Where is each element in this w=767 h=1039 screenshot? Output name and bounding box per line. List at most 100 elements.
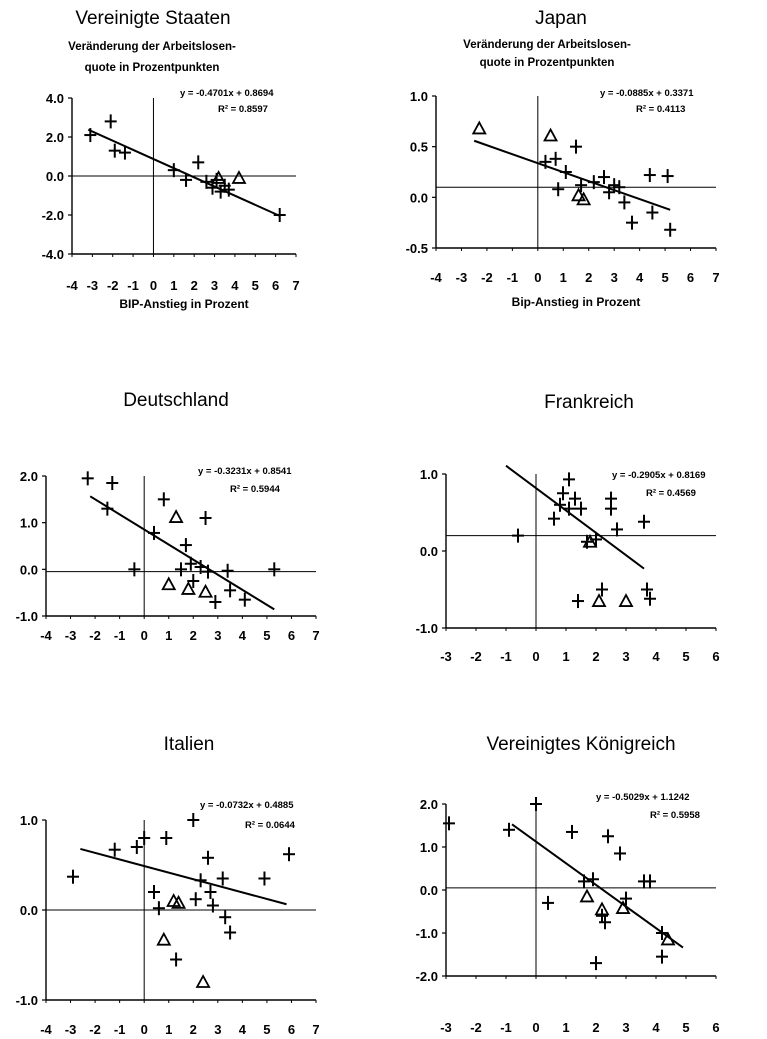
- data-point-plus: [559, 165, 572, 179]
- data-point-plus: [101, 501, 114, 516]
- data-point-triangle: [180, 581, 196, 595]
- data-point-plus: [67, 869, 79, 884]
- data-point-plus: [194, 560, 207, 574]
- y-tick-label: -4.0: [42, 247, 64, 262]
- y-tick-label: 1.0: [420, 467, 438, 482]
- x-tick-label: 3: [214, 628, 221, 643]
- data-point-plus: [179, 538, 192, 553]
- x-tick-label: -4: [40, 1022, 52, 1037]
- y-tick-label: 1.0: [410, 89, 428, 104]
- data-point-triangle: [579, 888, 595, 903]
- data-point-plus: [598, 170, 610, 185]
- x-tick-label: 7: [312, 1022, 319, 1037]
- data-point-triangle: [168, 509, 184, 523]
- data-point-plus: [641, 582, 653, 597]
- data-point-plus: [106, 476, 119, 490]
- y-tick-label: 2.0: [46, 130, 64, 145]
- x-tick-label: -3: [440, 649, 452, 664]
- x-tick-label: 2: [592, 1020, 599, 1035]
- y-tick-label: 2.0: [420, 797, 438, 812]
- r-squared-label: R² = 0.0644: [245, 820, 296, 831]
- x-tick-label: -3: [456, 270, 468, 285]
- data-point-triangle: [471, 120, 487, 135]
- x-tick-label: 3: [622, 649, 629, 664]
- data-point-plus: [570, 139, 582, 154]
- x-tick-label: 2: [585, 270, 592, 285]
- x-tick-label: -2: [470, 1020, 482, 1035]
- x-tick-label: -4: [40, 628, 52, 643]
- x-tick-label: 1: [170, 278, 177, 293]
- data-point-plus: [160, 831, 173, 845]
- data-point-triangle: [594, 901, 610, 916]
- x-tick-label: 6: [712, 649, 719, 664]
- x-tick-label: 2: [191, 278, 198, 293]
- data-point-plus: [138, 831, 151, 845]
- x-tick-label: 0: [534, 270, 541, 285]
- data-point-plus: [200, 174, 213, 189]
- data-point-triangle: [582, 533, 598, 548]
- x-tick-label: 7: [312, 628, 319, 643]
- r-squared-label: R² = 0.5944: [230, 484, 281, 495]
- data-point-plus: [175, 562, 187, 577]
- data-point-plus: [192, 155, 205, 170]
- data-point-plus: [199, 511, 212, 525]
- data-point-plus: [224, 583, 237, 598]
- data-point-plus: [603, 185, 616, 200]
- y-tick-label: 0.0: [420, 883, 438, 898]
- y-tick-label: 0.0: [420, 544, 438, 559]
- data-point-plus: [566, 824, 578, 839]
- data-point-plus: [224, 925, 237, 940]
- data-point-plus: [590, 956, 602, 971]
- data-point-plus: [170, 952, 183, 967]
- data-point-plus: [656, 926, 668, 940]
- data-point-plus: [194, 873, 207, 888]
- data-point-plus: [618, 195, 631, 210]
- data-point-plus: [512, 528, 524, 543]
- x-tick-label: 5: [682, 649, 689, 664]
- data-point-plus: [222, 182, 235, 197]
- data-point-plus: [152, 901, 165, 916]
- trend-line: [80, 847, 287, 906]
- x-tick-label: -2: [89, 628, 101, 643]
- x-tick-label: 5: [263, 1022, 270, 1037]
- x-tick-label: 3: [214, 1022, 221, 1037]
- data-point-plus: [563, 472, 575, 487]
- y-tick-label: 1.0: [420, 840, 438, 855]
- y-tick-label: -2.0: [42, 208, 64, 223]
- data-point-plus: [557, 486, 569, 501]
- data-point-plus: [443, 816, 455, 831]
- x-tick-label: 3: [622, 1020, 629, 1035]
- x-tick-label: 6: [712, 1020, 719, 1035]
- data-point-plus: [572, 594, 584, 609]
- x-tick-label: -3: [440, 1020, 452, 1035]
- x-tick-label: -1: [500, 649, 512, 664]
- chart-title: Vereinigtes Königreich: [486, 734, 675, 755]
- x-tick-label: -3: [87, 278, 99, 293]
- x-tick-label: -1: [127, 278, 139, 293]
- regression-equation: y = -0.3231x + 0.8541: [198, 466, 292, 477]
- data-point-plus: [549, 151, 562, 166]
- data-point-triangle: [543, 127, 559, 142]
- data-point-plus: [539, 154, 552, 169]
- trend-line: [87, 128, 281, 217]
- y-axis-label-line-1: Veränderung der Arbeitslosen-: [463, 39, 631, 51]
- data-point-triangle: [576, 191, 592, 206]
- y-tick-label: 0.0: [46, 169, 64, 184]
- data-point-plus: [542, 895, 554, 910]
- x-tick-label: 2: [190, 1022, 197, 1037]
- x-tick-label: -1: [507, 270, 519, 285]
- y-tick-label: -2.0: [416, 969, 438, 984]
- data-point-plus: [84, 128, 97, 143]
- regression-equation: y = -0.0732x + 0.4885: [200, 800, 294, 811]
- data-point-plus: [130, 840, 143, 854]
- data-point-plus: [643, 168, 656, 183]
- data-point-triangle: [161, 576, 177, 591]
- x-tick-label: -2: [107, 278, 119, 293]
- regression-equation: y = -0.2905x + 0.8169: [612, 470, 706, 481]
- x-tick-label: 5: [252, 278, 259, 293]
- data-point-plus: [530, 797, 542, 811]
- data-point-plus: [108, 143, 121, 158]
- trend-line: [89, 495, 275, 611]
- chart-panel-3: Deutschland 2.0 1.0 0.0 -1.0-4 -3 -2 -1 0 1 2 3 4 5 6 7…: [16, 390, 320, 643]
